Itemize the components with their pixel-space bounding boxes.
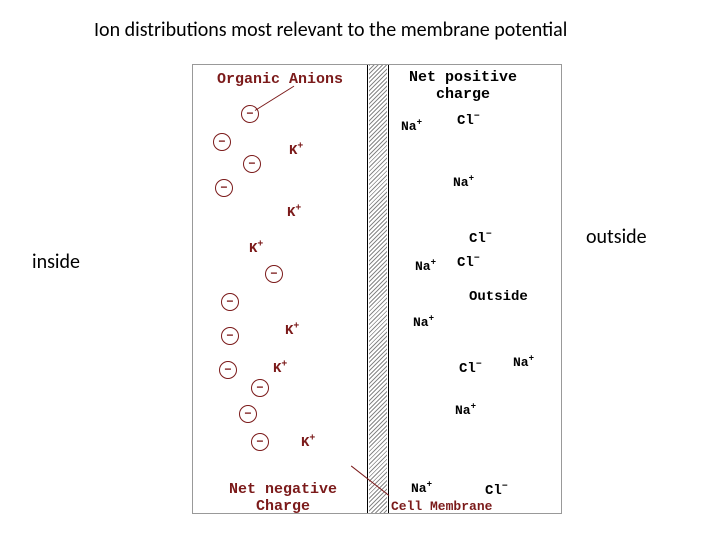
sodium-ion-icon: Na+: [413, 315, 434, 330]
sodium-ion-icon: Na+: [453, 175, 474, 190]
potassium-ion-icon: K+: [273, 361, 287, 377]
footer-text: Charge: [256, 498, 310, 515]
potassium-ion-icon: K+: [285, 323, 299, 339]
chloride-ion-icon: Cl−: [485, 483, 508, 499]
potassium-ion-icon: K+: [301, 435, 315, 451]
organic-anion-icon: −: [239, 405, 257, 423]
organic-anion-icon: −: [213, 133, 231, 151]
membrane-edge-left: [367, 65, 368, 513]
organic-anion-icon: −: [251, 433, 269, 451]
membrane-diagram: Organic Anions Net positive charge Net n…: [192, 64, 562, 514]
organic-anion-icon: −: [221, 327, 239, 345]
potassium-ion-icon: K+: [289, 143, 303, 159]
cell-membrane: [367, 65, 389, 513]
sodium-ion-icon: Na+: [415, 259, 436, 274]
cell-membrane-label: Cell Membrane: [391, 499, 492, 514]
header-text: Net positive: [409, 69, 517, 86]
potassium-ion-icon: K+: [287, 205, 301, 221]
organic-anion-icon: −: [221, 293, 239, 311]
sodium-ion-icon: Na+: [455, 403, 476, 418]
organic-anion-icon: −: [215, 179, 233, 197]
footer-text: Net negative: [229, 481, 337, 498]
chloride-ion-icon: Cl−: [457, 255, 480, 271]
chloride-ion-icon: Cl−: [457, 113, 480, 129]
chloride-ion-icon: Cl−: [459, 361, 482, 377]
page-title: Ion distributions most relevant to the m…: [94, 18, 567, 42]
sodium-ion-icon: Na+: [513, 355, 534, 370]
membrane-edge-right: [388, 65, 389, 513]
organic-anion-icon: −: [243, 155, 261, 173]
organic-anion-icon: −: [265, 265, 283, 283]
pointer-line: [255, 86, 295, 111]
sodium-ion-icon: Na+: [411, 481, 432, 496]
organic-anion-icon: −: [251, 379, 269, 397]
inside-label: inside: [32, 250, 80, 274]
header-net-positive: Net positive charge: [409, 69, 517, 103]
sodium-ion-icon: Na+: [401, 119, 422, 134]
membrane-hatching: [369, 65, 387, 513]
footer-net-negative: Net negative Charge: [229, 481, 337, 515]
header-organic-anions: Organic Anions: [217, 71, 343, 88]
chloride-ion-icon: Cl−: [469, 231, 492, 247]
outside-small-label: Outside: [469, 289, 528, 305]
organic-anion-icon: −: [219, 361, 237, 379]
outside-label: outside: [586, 225, 647, 249]
potassium-ion-icon: K+: [249, 241, 263, 257]
header-text: charge: [436, 86, 490, 103]
